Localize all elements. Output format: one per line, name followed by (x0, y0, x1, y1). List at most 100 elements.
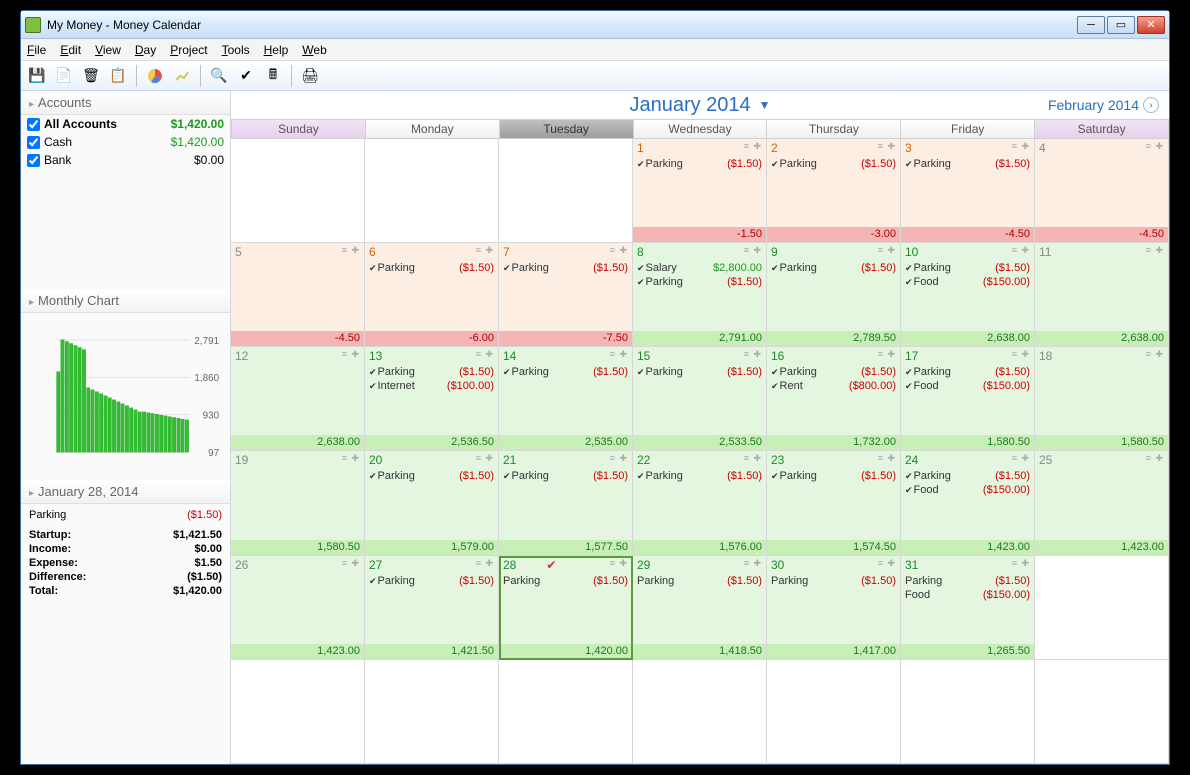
transaction-entry[interactable]: ✔Parking($1.50) (503, 365, 628, 379)
transaction-entry[interactable]: ✔Food($150.00) (905, 379, 1030, 393)
calendar-cell[interactable] (231, 660, 365, 764)
month-dropdown-icon[interactable]: ▼ (759, 98, 771, 112)
transaction-entry[interactable]: ✔Parking($1.50) (771, 469, 896, 483)
cell-menu-icon[interactable]: ≡ ✚ (878, 245, 896, 256)
calendar-cell[interactable]: 26≡ ✚1,423.00 (231, 556, 365, 660)
account-checkbox[interactable] (27, 154, 40, 167)
calendar-cell[interactable]: 20≡ ✚✔Parking($1.50)1,579.00 (365, 451, 499, 555)
account-checkbox[interactable] (27, 118, 40, 131)
print-icon[interactable]: 🖨 (298, 64, 322, 88)
calendar-cell[interactable] (499, 660, 633, 764)
transaction-entry[interactable]: ✔Parking($1.50) (369, 469, 494, 483)
account-checkbox[interactable] (27, 136, 40, 149)
calendar-cell[interactable]: 14≡ ✚✔Parking($1.50)2,535.00 (499, 347, 633, 451)
calendar-cell[interactable] (767, 660, 901, 764)
transaction-entry[interactable]: Parking($1.50) (771, 574, 896, 588)
calendar-cell[interactable]: 9≡ ✚✔Parking($1.50)2,789.50 (767, 243, 901, 347)
calendar-cell[interactable]: 3≡ ✚✔Parking($1.50)-4.50 (901, 139, 1035, 243)
cell-menu-icon[interactable]: ≡ ✚ (610, 558, 628, 569)
transaction-entry[interactable]: ✔Parking($1.50) (905, 157, 1030, 171)
transaction-entry[interactable]: ✔Food($150.00) (905, 275, 1030, 289)
cell-menu-icon[interactable]: ≡ ✚ (1012, 558, 1030, 569)
selected-date-heading[interactable]: January 28, 2014 (21, 480, 230, 504)
day-header[interactable]: Monday (366, 119, 500, 139)
calendar-cell[interactable]: 8≡ ✚✔Salary$2,800.00✔Parking($1.50)2,791… (633, 243, 767, 347)
calendar-cell[interactable]: 29≡ ✚Parking($1.50)1,418.50 (633, 556, 767, 660)
calendar-cell[interactable]: 5≡ ✚-4.50 (231, 243, 365, 347)
calendar-cell[interactable] (1035, 556, 1169, 660)
cell-menu-icon[interactable]: ≡ ✚ (610, 245, 628, 256)
calendar-cell[interactable]: 17≡ ✚✔Parking($1.50)✔Food($150.00)1,580.… (901, 347, 1035, 451)
transaction-entry[interactable]: ✔Parking($1.50) (771, 261, 896, 275)
transaction-entry[interactable]: ✔Parking($1.50) (905, 469, 1030, 483)
minimize-button[interactable]: ─ (1077, 16, 1105, 34)
titlebar[interactable]: My Money - Money Calendar ─ ▭ ✕ (21, 11, 1169, 39)
calendar-cell[interactable]: 7≡ ✚✔Parking($1.50)-7.50 (499, 243, 633, 347)
cell-menu-icon[interactable]: ≡ ✚ (476, 245, 494, 256)
day-header[interactable]: Thursday (767, 119, 901, 139)
transaction-entry[interactable]: ✔Rent($800.00) (771, 379, 896, 393)
menu-edit[interactable]: Edit (60, 43, 81, 57)
day-header[interactable]: Saturday (1035, 119, 1169, 139)
transaction-entry[interactable]: ✔Parking($1.50) (369, 365, 494, 379)
menu-project[interactable]: Project (170, 43, 207, 57)
delete-icon[interactable]: 🗑 (79, 64, 103, 88)
calendar-cell[interactable] (231, 139, 365, 243)
calendar-cell[interactable]: 11≡ ✚2,638.00 (1035, 243, 1169, 347)
cell-menu-icon[interactable]: ≡ ✚ (1146, 349, 1164, 360)
calendar-cell[interactable] (901, 660, 1035, 764)
calendar-cell[interactable]: 31≡ ✚Parking($1.50)Food($150.00)1,265.50 (901, 556, 1035, 660)
menu-web[interactable]: Web (302, 43, 326, 57)
menu-help[interactable]: Help (264, 43, 289, 57)
calendar-cell[interactable]: 13≡ ✚✔Parking($1.50)✔Internet($100.00)2,… (365, 347, 499, 451)
transaction-entry[interactable]: ✔Parking($1.50) (369, 261, 494, 275)
cell-menu-icon[interactable]: ≡ ✚ (610, 453, 628, 464)
calendar-cell[interactable]: 4≡ ✚-4.50 (1035, 139, 1169, 243)
menu-view[interactable]: View (95, 43, 121, 57)
calendar-cell[interactable]: 22≡ ✚✔Parking($1.50)1,576.00 (633, 451, 767, 555)
cell-menu-icon[interactable]: ≡ ✚ (878, 453, 896, 464)
calendar-cell[interactable] (365, 660, 499, 764)
transaction-entry[interactable]: Food($150.00) (905, 588, 1030, 602)
cell-menu-icon[interactable]: ≡ ✚ (476, 453, 494, 464)
cell-menu-icon[interactable]: ≡ ✚ (744, 349, 762, 360)
transaction-entry[interactable]: ✔Parking($1.50) (905, 365, 1030, 379)
note-icon[interactable]: 📋 (106, 64, 130, 88)
calendar-cell[interactable]: 16≡ ✚✔Parking($1.50)✔Rent($800.00)1,732.… (767, 347, 901, 451)
check-icon[interactable]: ✔ (234, 64, 258, 88)
calendar-cell[interactable]: 1≡ ✚✔Parking($1.50)-1.50 (633, 139, 767, 243)
cell-menu-icon[interactable]: ≡ ✚ (342, 453, 360, 464)
calendar-cell[interactable] (1035, 660, 1169, 764)
cell-menu-icon[interactable]: ≡ ✚ (1012, 453, 1030, 464)
search-icon[interactable]: 🔍 (207, 64, 231, 88)
transaction-entry[interactable]: ✔Parking($1.50) (503, 469, 628, 483)
cell-menu-icon[interactable]: ≡ ✚ (1146, 141, 1164, 152)
account-row[interactable]: Cash$1,420.00 (21, 133, 230, 151)
cell-menu-icon[interactable]: ≡ ✚ (610, 349, 628, 360)
cell-menu-icon[interactable]: ≡ ✚ (1012, 141, 1030, 152)
new-icon[interactable]: 📄 (52, 64, 76, 88)
transaction-entry[interactable]: ✔Parking($1.50) (637, 157, 762, 171)
account-row[interactable]: Bank$0.00 (21, 151, 230, 169)
transaction-entry[interactable]: ✔Parking($1.50) (637, 469, 762, 483)
transaction-entry[interactable]: Parking($1.50) (905, 574, 1030, 588)
cell-menu-icon[interactable]: ≡ ✚ (342, 558, 360, 569)
transaction-entry[interactable]: ✔Parking($1.50) (771, 157, 896, 171)
calendar-cell[interactable]: 24≡ ✚✔Parking($1.50)✔Food($150.00)1,423.… (901, 451, 1035, 555)
maximize-button[interactable]: ▭ (1107, 16, 1135, 34)
calendar-cell[interactable]: 30≡ ✚Parking($1.50)1,417.00 (767, 556, 901, 660)
calendar-cell[interactable] (633, 660, 767, 764)
accounts-heading[interactable]: Accounts (21, 91, 230, 115)
calendar-cell[interactable]: 21≡ ✚✔Parking($1.50)1,577.50 (499, 451, 633, 555)
day-header[interactable]: Wednesday (634, 119, 768, 139)
cell-menu-icon[interactable]: ≡ ✚ (744, 558, 762, 569)
close-button[interactable]: ✕ (1137, 16, 1165, 34)
cell-menu-icon[interactable]: ≡ ✚ (1146, 245, 1164, 256)
cell-menu-icon[interactable]: ≡ ✚ (1146, 453, 1164, 464)
cell-menu-icon[interactable]: ≡ ✚ (744, 453, 762, 464)
day-header[interactable]: Friday (901, 119, 1035, 139)
calendar-cell[interactable] (365, 139, 499, 243)
menu-day[interactable]: Day (135, 43, 156, 57)
cell-menu-icon[interactable]: ≡ ✚ (878, 349, 896, 360)
transaction-entry[interactable]: ✔Parking($1.50) (905, 261, 1030, 275)
